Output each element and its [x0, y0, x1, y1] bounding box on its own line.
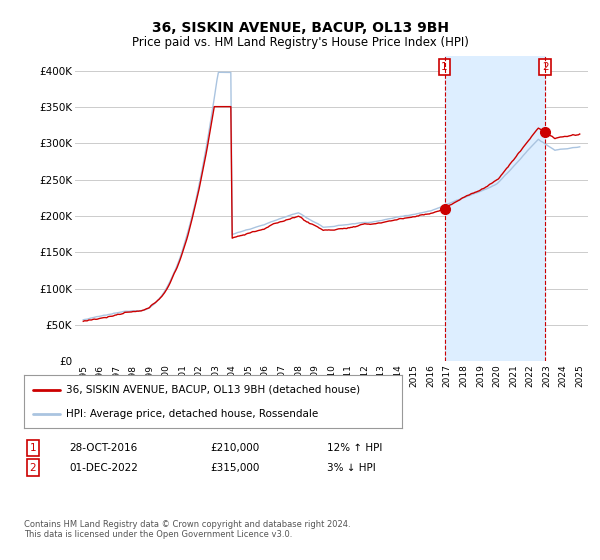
Text: 36, SISKIN AVENUE, BACUP, OL13 9BH (detached house): 36, SISKIN AVENUE, BACUP, OL13 9BH (deta… [65, 385, 360, 395]
Text: 28-OCT-2016: 28-OCT-2016 [69, 443, 137, 453]
Text: 2: 2 [29, 463, 37, 473]
Text: Contains HM Land Registry data © Crown copyright and database right 2024.
This d: Contains HM Land Registry data © Crown c… [24, 520, 350, 539]
Text: 01-DEC-2022: 01-DEC-2022 [69, 463, 138, 473]
Text: 1: 1 [29, 443, 37, 453]
Bar [445, 56, 545, 361]
Text: 36, SISKIN AVENUE, BACUP, OL13 9BH: 36, SISKIN AVENUE, BACUP, OL13 9BH [151, 21, 449, 35]
Text: £315,000: £315,000 [210, 463, 259, 473]
Text: HPI: Average price, detached house, Rossendale: HPI: Average price, detached house, Ross… [65, 409, 318, 419]
Text: 12% ↑ HPI: 12% ↑ HPI [327, 443, 382, 453]
Text: 2: 2 [542, 62, 548, 72]
Text: £210,000: £210,000 [210, 443, 259, 453]
Text: 3% ↓ HPI: 3% ↓ HPI [327, 463, 376, 473]
Text: 1: 1 [441, 62, 448, 72]
Text: Price paid vs. HM Land Registry's House Price Index (HPI): Price paid vs. HM Land Registry's House … [131, 36, 469, 49]
